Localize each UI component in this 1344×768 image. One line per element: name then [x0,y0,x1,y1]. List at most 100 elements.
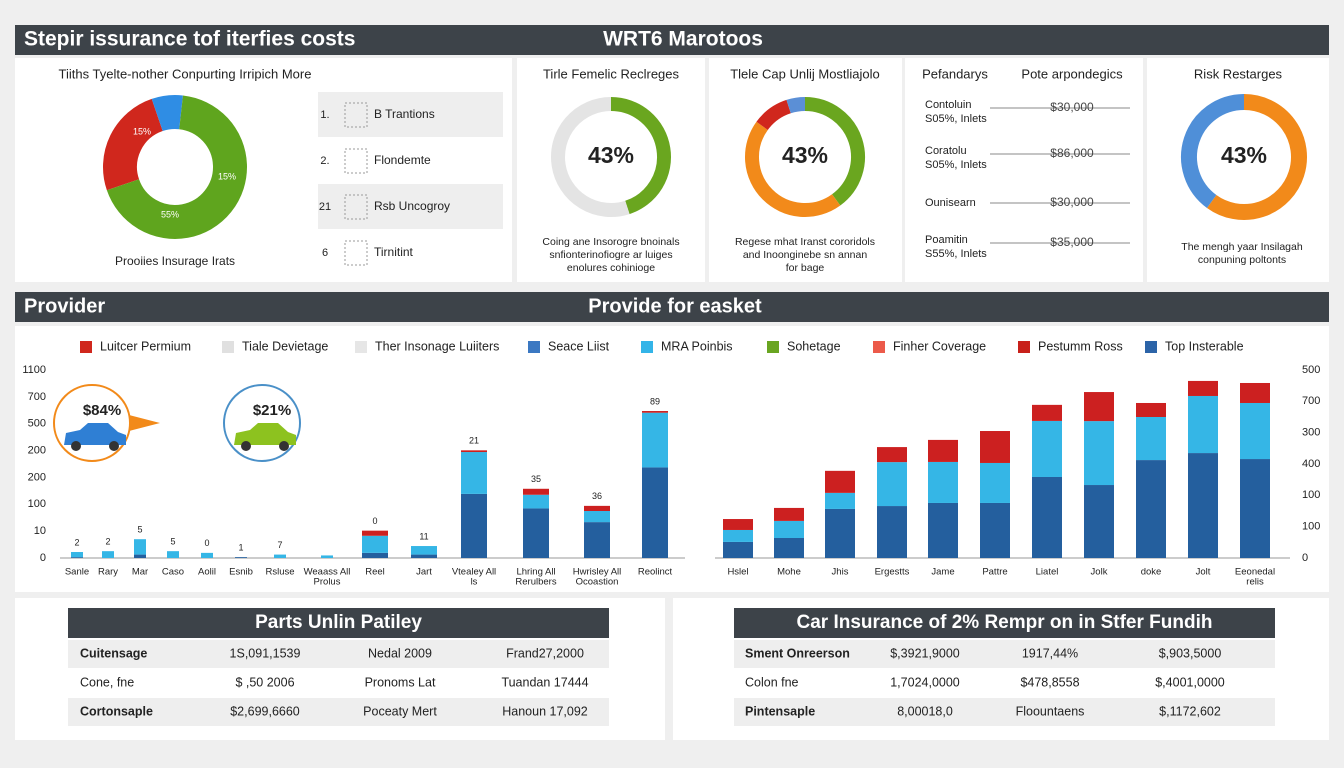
bar-segment [1032,476,1062,558]
category-label: Mar [132,567,148,578]
bar-segment [235,557,247,558]
axis-label: 1100 [22,364,46,376]
axis-label: 700 [1302,395,1320,407]
axis-label: 400 [1302,458,1320,470]
ring-segment [151,95,183,132]
bar-segment [642,412,668,468]
bar-annotation: 11 [419,531,428,541]
bar-segment [1136,402,1166,417]
axis-label: 200 [28,444,46,456]
ring-segment [786,97,806,114]
ring-segment [1181,94,1245,208]
bar-segment [584,505,610,511]
bar-segment [1188,395,1218,454]
category-label: Liatel [1036,567,1059,578]
axis-label: 300 [1302,427,1320,439]
panel [517,58,705,282]
bar-segment [928,439,958,462]
bar-segment [774,520,804,539]
car-icon [234,423,296,445]
category-label: Pattre [982,567,1007,578]
table-cell: 1917,44% [1022,646,1078,660]
legend-label: Finher Coverage [893,339,986,353]
bar-segment [523,488,549,495]
table-row [68,698,609,726]
bar-annotation: 2 [105,537,110,547]
legend-label: Sohetage [787,339,841,353]
bar-segment [274,554,286,558]
bar-annotation: 36 [592,491,602,501]
price-label: Ounisearn [925,197,976,209]
bar-segment [877,462,907,507]
category-label: Mohe [777,567,801,578]
legend-label: Ther Insonage Luiiters [375,339,499,353]
legend-swatch [528,341,540,353]
bar-segment [723,541,753,558]
panel [15,58,512,282]
legend-swatch [1018,341,1030,353]
bar-annotation: 5 [137,525,142,535]
bar-segment [1188,380,1218,396]
list-icon [344,102,368,128]
panel-title: Pefandarys [922,66,988,81]
list-icon [344,148,368,174]
legend-swatch [1145,341,1157,353]
badge-text: $21% [253,402,291,419]
table-cell: Frand27,2000 [506,646,584,660]
gauge-caption: for bage [786,262,825,274]
ring-segment [745,121,841,217]
bar-segment [980,462,1010,503]
bar-annotation: 0 [204,538,209,548]
list-num: 1. [320,109,329,121]
legend-swatch [767,341,779,353]
car-wheel [279,441,289,451]
legend-label: Luitcer Permium [100,339,191,353]
gauge-caption: snfionterinofiogre ar luiges [549,249,672,261]
ring-segment [103,98,164,191]
panel [905,58,1143,282]
gauge-value: 43% [588,142,634,168]
list-row [318,184,503,229]
category-label: Jhis [832,567,849,578]
price-label: Contoluin [925,99,971,111]
table-cell: $,3921,9000 [890,646,960,660]
list-label: B Trantions [374,107,435,121]
legend-swatch [641,341,653,353]
section-bar [15,292,1329,322]
bar-segment [523,508,549,558]
list-label: Rsb Uncogroy [374,199,450,213]
table-row [734,698,1275,726]
axis-label: 100 [28,498,46,510]
ring-segment [804,97,865,206]
bar-annotation: 89 [650,396,660,406]
legend-swatch [222,341,234,353]
gauge-title: Risk Restarges [1194,66,1283,81]
bar-segment [723,529,753,542]
badge-text: $84% [83,402,121,419]
table-title: Parts Unlin Patiley [255,612,422,633]
list-icon [344,240,368,266]
category-label: Aolil [198,567,216,578]
bar-segment [928,502,958,558]
category-label: Lhring All [516,567,555,578]
table-cell: Cuitensage [80,646,147,660]
bar-segment [1188,453,1218,558]
price-value: $30,000 [1050,100,1094,114]
bar-segment [825,492,855,509]
category-label: Ocoastion [576,577,619,588]
category-label: Esnib [229,567,253,578]
bar-segment [201,552,213,558]
ring-segment [756,99,792,131]
axis-label: 500 [28,418,46,430]
ring-segment [106,95,247,239]
bar-annotation: 2 [74,537,79,547]
panel-title: Pote arpondegics [1021,66,1123,81]
bar-segment [134,554,146,558]
bar-segment [1084,485,1114,558]
legend-label: Pestumm Ross [1038,339,1123,353]
bar-segment [71,552,83,558]
table-cell: Colon fne [745,675,799,689]
table-title: Car Insurance of 2% Rempr on in Stfer Fu… [797,612,1213,633]
category-label: Reel [365,567,385,578]
